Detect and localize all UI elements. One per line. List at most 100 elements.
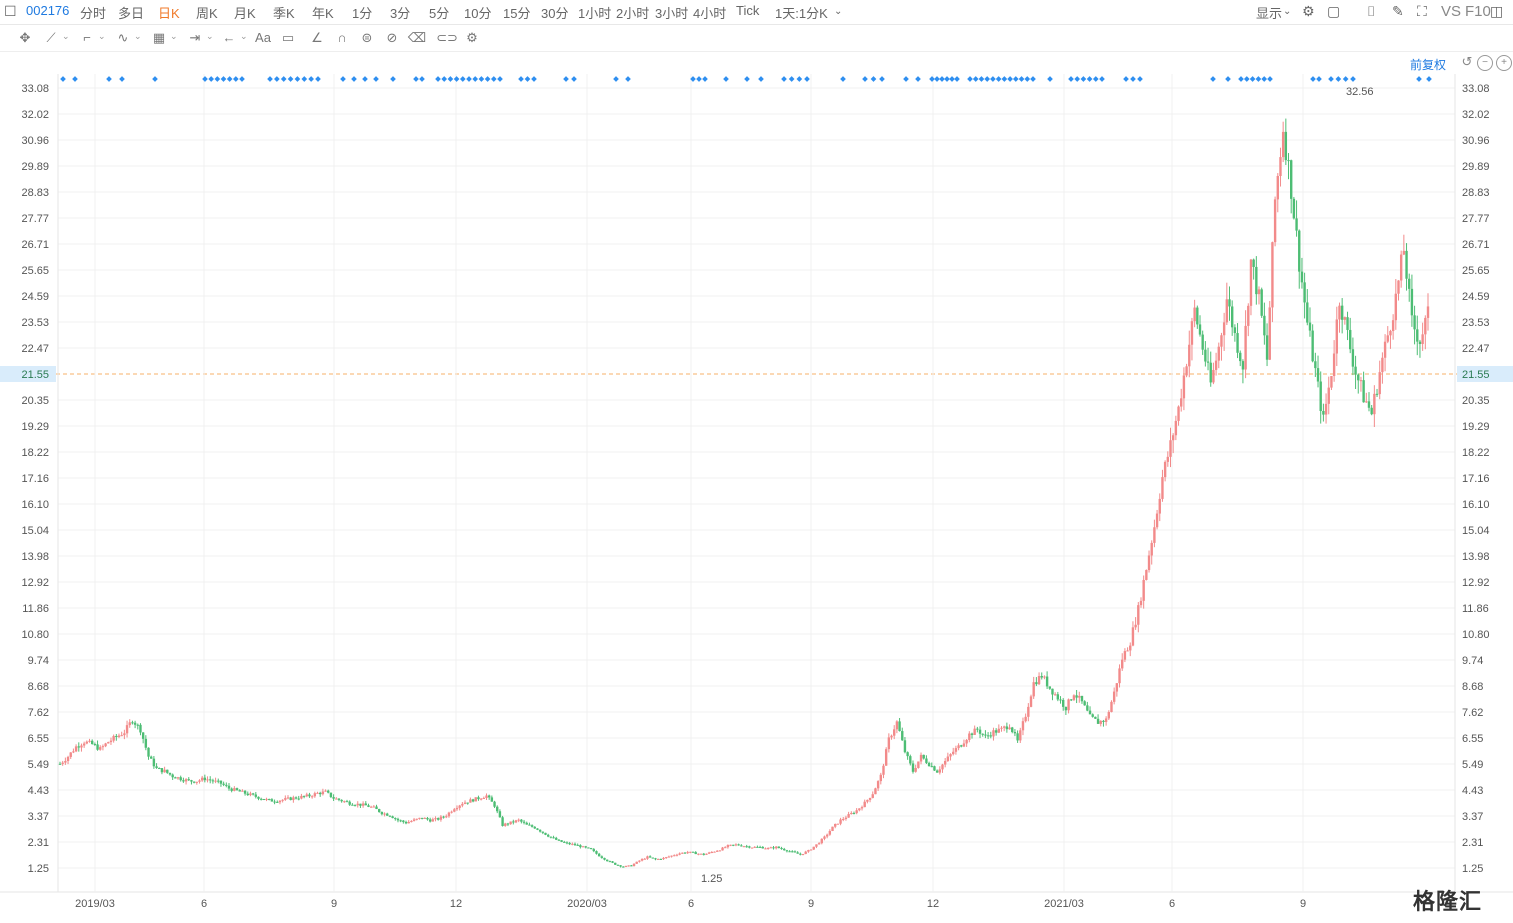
move-icon[interactable]: ✥ [19,30,31,45]
candle-body [1139,600,1143,606]
candle-body [420,817,424,819]
display-menu[interactable]: 显示 [1256,6,1283,21]
tab-8[interactable]: 3分 [390,6,411,21]
hide-icon[interactable]: ⊘ [386,30,398,45]
chevron-down-icon[interactable]: ⌄ [98,31,106,41]
candle-body [364,803,367,806]
magnet-icon[interactable]: ∩ [337,30,347,45]
candle-body [278,800,282,803]
candle-body [820,838,823,844]
tab-13[interactable]: 1小时 [578,6,612,21]
candle-body [884,749,888,766]
signal-marker [563,76,569,82]
tab-11[interactable]: 15分 [503,6,531,21]
ruler-icon[interactable]: ∠ [311,30,323,45]
candle-body [496,806,499,812]
chevron-down-icon[interactable]: ⌄ [134,31,142,41]
tab-6[interactable]: 年K [312,6,334,21]
panel-toggle-icon[interactable]: ◫ [1490,3,1504,19]
y-tick-label-right: 29.89 [1462,161,1490,173]
candle-body [211,780,215,782]
line-tool-icon[interactable]: ⟋ [46,30,56,45]
tab-3[interactable]: 周K [196,6,218,21]
candle-body [597,853,601,857]
candle-body [1316,368,1320,382]
signal-marker [362,76,368,82]
layout-toggle-icon[interactable]: ☐ [4,3,17,19]
candle-body [348,801,351,805]
candle-body [329,792,333,798]
candle-body [871,794,874,798]
candle-body [455,807,459,810]
tab-1[interactable]: 多日 [118,6,145,21]
square-style-icon[interactable]: ▢ [1327,3,1341,19]
vs-button[interactable]: VS [1441,3,1462,20]
tab-10[interactable]: 10分 [464,6,492,21]
polyline-tool-icon[interactable]: ⌐ [83,30,91,45]
link-icon[interactable]: ⊂⊃ [436,30,458,45]
zoom-out-icon[interactable]: − [1477,55,1493,71]
tab-12[interactable]: 30分 [541,6,569,21]
adjust-mode-button[interactable]: 前复权 [1410,58,1447,72]
candle-body [1268,307,1271,360]
candle-body [573,843,577,845]
camera-icon[interactable]: ⌷ [1367,3,1376,19]
range-tool-icon[interactable]: ⇥ [189,30,201,45]
pencil-icon[interactable]: ✎ [1392,3,1404,19]
signal-marker [478,76,485,82]
tab-17[interactable]: Tick [736,3,760,18]
chevron-down-icon[interactable]: ⌄ [1283,6,1292,17]
candle-body [1062,699,1065,707]
candle-body [705,853,708,855]
chevron-down-icon[interactable]: ⌄ [834,6,843,17]
candle-body [254,794,258,797]
text-tool-icon[interactable]: Aa [255,30,271,45]
tab-18[interactable]: 1天:1分K [775,6,828,21]
kline-chart[interactable]: 33.08 33.08 32.02 32.02 30.96 30.96 29.89 29.89… [0,52,1513,918]
tab-2[interactable]: 日K [158,6,180,21]
tab-4[interactable]: 月K [234,6,256,21]
candle-body [1255,266,1258,295]
candle-body [152,758,156,767]
tab-14[interactable]: 2小时 [616,6,650,21]
candle-body [946,756,950,761]
stock-code[interactable]: 002176 [26,3,70,18]
tab-9[interactable]: 5分 [429,6,450,21]
signal-marker [723,76,729,82]
tab-15[interactable]: 3小时 [655,6,689,21]
chevron-down-icon[interactable]: ⌄ [240,31,248,41]
undo-icon[interactable]: ↺ [1461,54,1473,69]
tab-0[interactable]: 分时 [80,6,107,21]
candle-body [471,799,475,802]
wave-tool-icon[interactable]: ∿ [117,30,129,45]
signal-marker [1350,76,1356,82]
fib-tool-icon[interactable]: ▦ [152,30,166,45]
comment-icon[interactable]: ▭ [281,30,295,45]
signal-marker [796,76,803,82]
candle-body [1067,699,1070,711]
chevron-down-icon[interactable]: ⌄ [206,31,214,41]
trash-icon[interactable]: ⌫ [407,30,427,45]
candle-body [380,812,384,815]
tab-7[interactable]: 1分 [352,6,373,21]
candle-body [233,788,236,791]
chevron-down-icon[interactable]: ⌄ [62,31,70,41]
signal-marker [453,76,460,82]
gear-icon[interactable]: ⚙ [466,30,478,45]
tab-5[interactable]: 季K [273,6,295,21]
signal-marker [915,76,921,82]
arrow-tool-icon[interactable]: ← [222,30,236,45]
candle-body [1252,259,1255,267]
candle-body [836,823,840,825]
tab-16[interactable]: 4小时 [693,6,727,21]
candle-body [968,733,971,740]
settings-icon[interactable]: ⚙ [1302,3,1315,19]
lock-icon[interactable]: ⊜ [361,30,373,45]
candle-body [1298,230,1301,272]
candle-body [804,851,807,854]
fullscreen-icon[interactable]: ⛶ [1417,3,1427,19]
zoom-in-icon[interactable]: + [1496,55,1512,71]
candle-body [1346,317,1349,330]
chevron-down-icon[interactable]: ⌄ [170,31,178,41]
f10-button[interactable]: F10 [1465,3,1491,20]
